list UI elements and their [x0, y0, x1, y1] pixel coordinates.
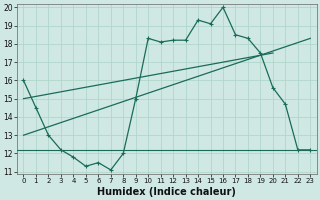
- X-axis label: Humidex (Indice chaleur): Humidex (Indice chaleur): [98, 187, 236, 197]
